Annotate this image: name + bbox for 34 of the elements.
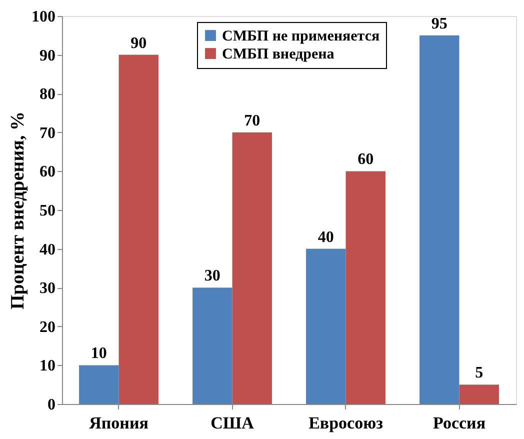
data-label: 95 [431,15,448,32]
y-tick-label: 40 [40,241,56,258]
bar [346,171,386,404]
x-tick-label: Россия [432,414,486,432]
bar [420,35,460,404]
bar [459,384,499,404]
bar [118,54,158,404]
data-label: 60 [358,151,374,168]
data-label: 10 [90,345,107,362]
y-axis-title: Процент внедрения, % [8,112,28,310]
y-tick-label: 90 [40,47,56,64]
x-tick-label: Япония [89,414,148,432]
data-label: 40 [318,228,334,246]
y-tick-label: 30 [40,280,56,298]
y-tick-label: 80 [40,86,56,104]
y-tick-label: 50 [40,202,56,220]
data-label: 30 [204,268,220,285]
bar [232,132,272,404]
x-tick-label: Евросоюз [308,414,384,432]
y-tick-label: 100 [32,8,56,26]
bar [306,248,346,404]
y-tick-label: 10 [40,358,56,375]
legend-label: СМБП не применяется [222,28,380,44]
y-tick-label: 60 [40,164,56,181]
data-label: 5 [475,364,484,382]
bar [79,365,119,404]
data-label: 70 [244,112,260,130]
y-tick-label: 70 [40,124,56,142]
bar [192,288,232,404]
y-tick-label: 20 [40,318,56,336]
y-tick-label: 0 [48,396,56,414]
x-tick-label: США [210,414,255,432]
legend-label: СМБП внедрена [222,46,335,62]
data-label: 90 [130,34,147,52]
